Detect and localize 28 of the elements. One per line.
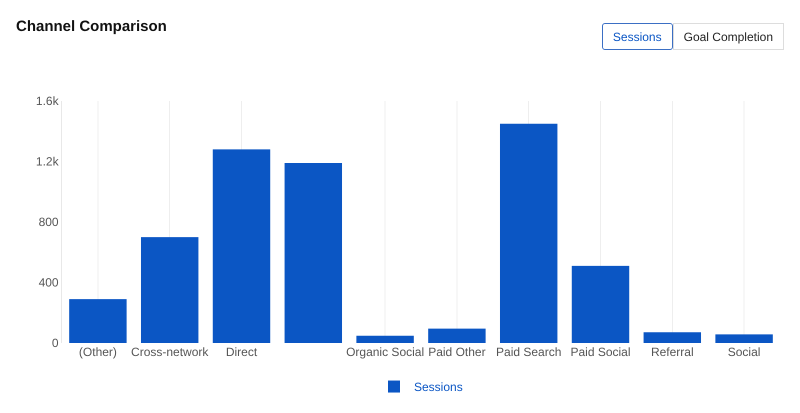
bar: [500, 124, 558, 343]
y-tick-label: 400: [38, 276, 59, 290]
bar: [428, 328, 486, 343]
x-tick-label: Direct: [226, 345, 258, 359]
y-tick-label: 0: [52, 336, 59, 350]
bar: [572, 266, 630, 343]
x-tick-label: Referral: [650, 345, 694, 359]
bar: [212, 149, 270, 343]
chart-title: Channel Comparison: [16, 18, 167, 36]
text: Goal Completion: [672, 23, 784, 50]
bar: [715, 334, 773, 343]
bar: [69, 299, 127, 343]
y-tick-label: 1.2k: [36, 154, 60, 169]
y-tick-label: 800: [38, 215, 59, 230]
legend-label: Sessions: [414, 380, 463, 394]
bar: [140, 237, 198, 343]
y-tick-label: 1.6k: [36, 94, 60, 108]
x-tick-label: Paid Search: [496, 345, 562, 359]
x-tick-label: Paid Social: [570, 345, 631, 359]
x-tick-label: Organic Social: [346, 345, 424, 359]
x-tick-label: (Other): [78, 345, 117, 359]
bar: [356, 336, 414, 343]
x-tick-label: Social: [728, 345, 760, 359]
bar: [284, 163, 342, 343]
x-tick-label: Cross-network: [131, 345, 210, 359]
text: Sessions: [602, 23, 673, 50]
bar: [644, 332, 702, 343]
x-tick-label: Paid Other: [428, 345, 486, 359]
